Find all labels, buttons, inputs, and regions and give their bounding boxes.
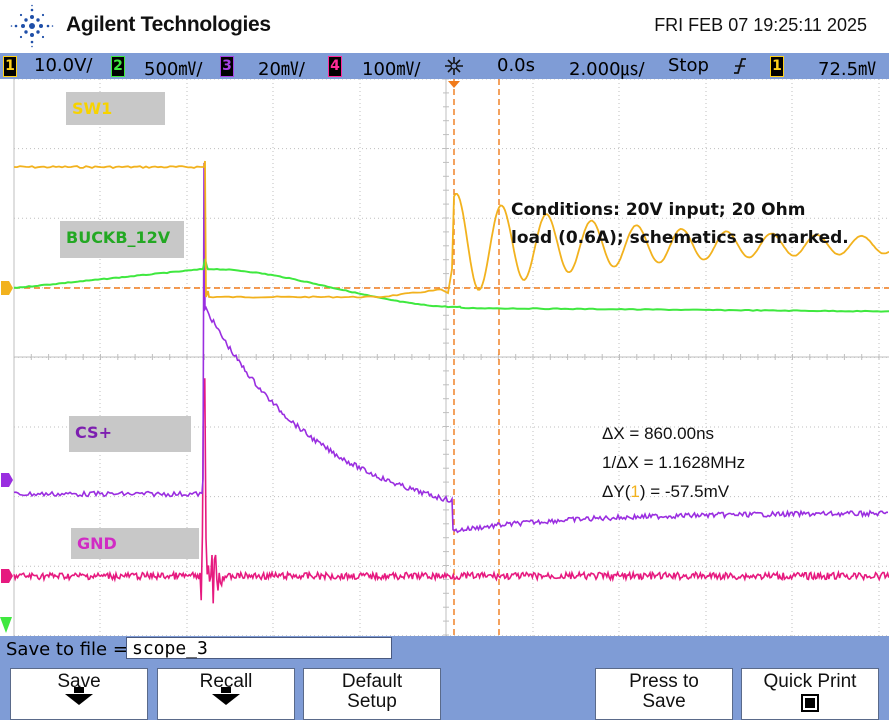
ch3-indicator[interactable]: 3 bbox=[220, 56, 234, 77]
run-state[interactable]: Stop bbox=[668, 55, 709, 76]
buckb-label: BUCKB_12V bbox=[60, 221, 184, 258]
header: Agilent Technologies FRI FEB 07 19:25:11… bbox=[0, 0, 889, 53]
conditions-line-1: Conditions: 20V input; 20 Ohm bbox=[511, 200, 806, 220]
save-bar: Save to file = scope_3 bbox=[0, 636, 889, 662]
waveform-canvas bbox=[0, 79, 889, 636]
down-arrow-icon bbox=[65, 687, 93, 705]
ch3-trace bbox=[13, 162, 888, 534]
save-softkey-label: Save bbox=[57, 671, 101, 692]
trigger-level[interactable]: 72.5㎷ bbox=[818, 59, 877, 80]
default-setup-softkey[interactable]: Default Setup bbox=[303, 668, 441, 720]
trigger-position-icon bbox=[445, 57, 463, 75]
rising-edge-icon bbox=[734, 58, 746, 74]
ch1-trace bbox=[13, 160, 889, 299]
waveform-display[interactable]: SW1 BUCKB_12V CS+ GND Conditions: 20V in… bbox=[0, 79, 889, 636]
press-to-save-line-1: Press to bbox=[629, 671, 699, 692]
ch2-marker bbox=[0, 617, 12, 633]
quick-print-label: Quick Print bbox=[763, 671, 857, 692]
recall-softkey[interactable]: Recall bbox=[157, 668, 295, 720]
recall-softkey-label: Recall bbox=[199, 671, 253, 692]
default-setup-line-2: Setup bbox=[347, 691, 397, 712]
ch1-scale[interactable]: 10.0V/ bbox=[34, 55, 93, 76]
gnd-label: GND bbox=[71, 528, 199, 559]
inverse-delta-x-readout: 1/ΔX = 1.1628MHz bbox=[602, 453, 746, 472]
ch3-scale[interactable]: 20㎷/ bbox=[258, 59, 305, 80]
ch1-indicator[interactable]: 1 bbox=[3, 56, 17, 77]
save-softkey[interactable]: Save bbox=[10, 668, 148, 720]
cs-plus-label: CS+ bbox=[69, 416, 191, 452]
time-delay[interactable]: 0.0s bbox=[497, 55, 536, 76]
delta-y-prefix: ΔY( bbox=[602, 482, 631, 501]
delta-x-readout: ΔX = 860.00ns bbox=[602, 424, 715, 443]
sw1-label: SW1 bbox=[66, 92, 165, 125]
conditions-note: Conditions: 20V input; 20 Ohm load (0.6A… bbox=[511, 196, 871, 252]
checkbox-icon bbox=[801, 694, 819, 712]
graticule bbox=[13, 79, 889, 636]
save-to-file-label: Save to file = bbox=[6, 639, 128, 660]
ch4-trace bbox=[13, 378, 889, 604]
softkey-bar: Save Recall Default Setup Press to Save … bbox=[0, 662, 889, 720]
ch2-indicator[interactable]: 2 bbox=[111, 56, 125, 77]
filename-field[interactable]: scope_3 bbox=[126, 637, 392, 659]
ch2-trace bbox=[13, 258, 889, 313]
agilent-spark-icon bbox=[10, 4, 54, 48]
ch2-scale[interactable]: 500㎷/ bbox=[144, 59, 203, 80]
down-arrow-icon bbox=[212, 687, 240, 705]
press-to-save-softkey[interactable]: Press to Save bbox=[595, 668, 733, 720]
trigger-source[interactable]: 1 bbox=[770, 56, 784, 77]
status-bar: 1 10.0V/ 2 500㎷/ 3 20㎷/ 4 100㎷/ 0.0s 2.0… bbox=[0, 53, 889, 80]
conditions-line-2: load (0.6A); schematics as marked. bbox=[511, 228, 849, 248]
ch1-marker bbox=[1, 281, 13, 295]
ch4-scale[interactable]: 100㎷/ bbox=[362, 59, 421, 80]
ground-markers bbox=[0, 281, 13, 633]
default-setup-line-1: Default bbox=[341, 671, 403, 692]
trigger-position-marker bbox=[448, 81, 460, 88]
press-to-save-line-2: Save bbox=[642, 691, 686, 712]
quick-print-softkey[interactable]: Quick Print bbox=[741, 668, 879, 720]
datetime: FRI FEB 07 19:25:11 2025 bbox=[654, 15, 867, 35]
timebase[interactable]: 2.000㎲/ bbox=[569, 59, 645, 80]
brand-name: Agilent Technologies bbox=[66, 13, 271, 36]
delta-y-value: ) = -57.5mV bbox=[639, 482, 730, 501]
delta-y-readout: ΔY(1) = -57.5mV bbox=[602, 482, 729, 502]
ch4-indicator[interactable]: 4 bbox=[328, 56, 342, 77]
ch3-marker bbox=[1, 473, 13, 487]
ch4-marker bbox=[1, 569, 13, 583]
delta-y-channel: 1 bbox=[630, 482, 640, 501]
